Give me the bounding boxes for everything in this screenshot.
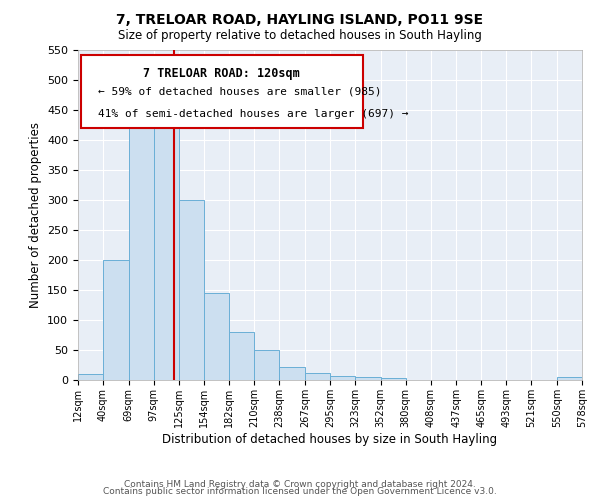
Text: 41% of semi-detached houses are larger (697) →: 41% of semi-detached houses are larger (…: [98, 110, 409, 120]
Bar: [205, 293, 229, 380]
Bar: [254, 350, 279, 380]
Bar: [103, 260, 129, 380]
Bar: [229, 332, 254, 380]
Text: 7 TRELOAR ROAD: 120sqm: 7 TRELOAR ROAD: 120sqm: [143, 66, 300, 80]
Text: Contains public sector information licensed under the Open Government Licence v3: Contains public sector information licen…: [103, 488, 497, 496]
Text: ← 59% of detached houses are smaller (985): ← 59% of detached houses are smaller (98…: [98, 86, 382, 97]
Text: Size of property relative to detached houses in South Hayling: Size of property relative to detached ho…: [118, 28, 482, 42]
Bar: [330, 376, 355, 380]
Bar: [355, 377, 381, 380]
X-axis label: Distribution of detached houses by size in South Hayling: Distribution of detached houses by size …: [163, 432, 497, 446]
Bar: [179, 200, 205, 380]
Bar: [305, 373, 330, 380]
Bar: [154, 125, 179, 380]
Text: 7, TRELOAR ROAD, HAYLING ISLAND, PO11 9SE: 7, TRELOAR ROAD, HAYLING ISLAND, PO11 9S…: [116, 12, 484, 26]
Bar: [78, 374, 103, 380]
Text: Contains HM Land Registry data © Crown copyright and database right 2024.: Contains HM Land Registry data © Crown c…: [124, 480, 476, 489]
Bar: [129, 125, 154, 380]
FancyBboxPatch shape: [80, 55, 363, 128]
Bar: [381, 378, 406, 380]
Y-axis label: Number of detached properties: Number of detached properties: [29, 122, 41, 308]
Bar: [557, 377, 582, 380]
Bar: [279, 367, 305, 380]
